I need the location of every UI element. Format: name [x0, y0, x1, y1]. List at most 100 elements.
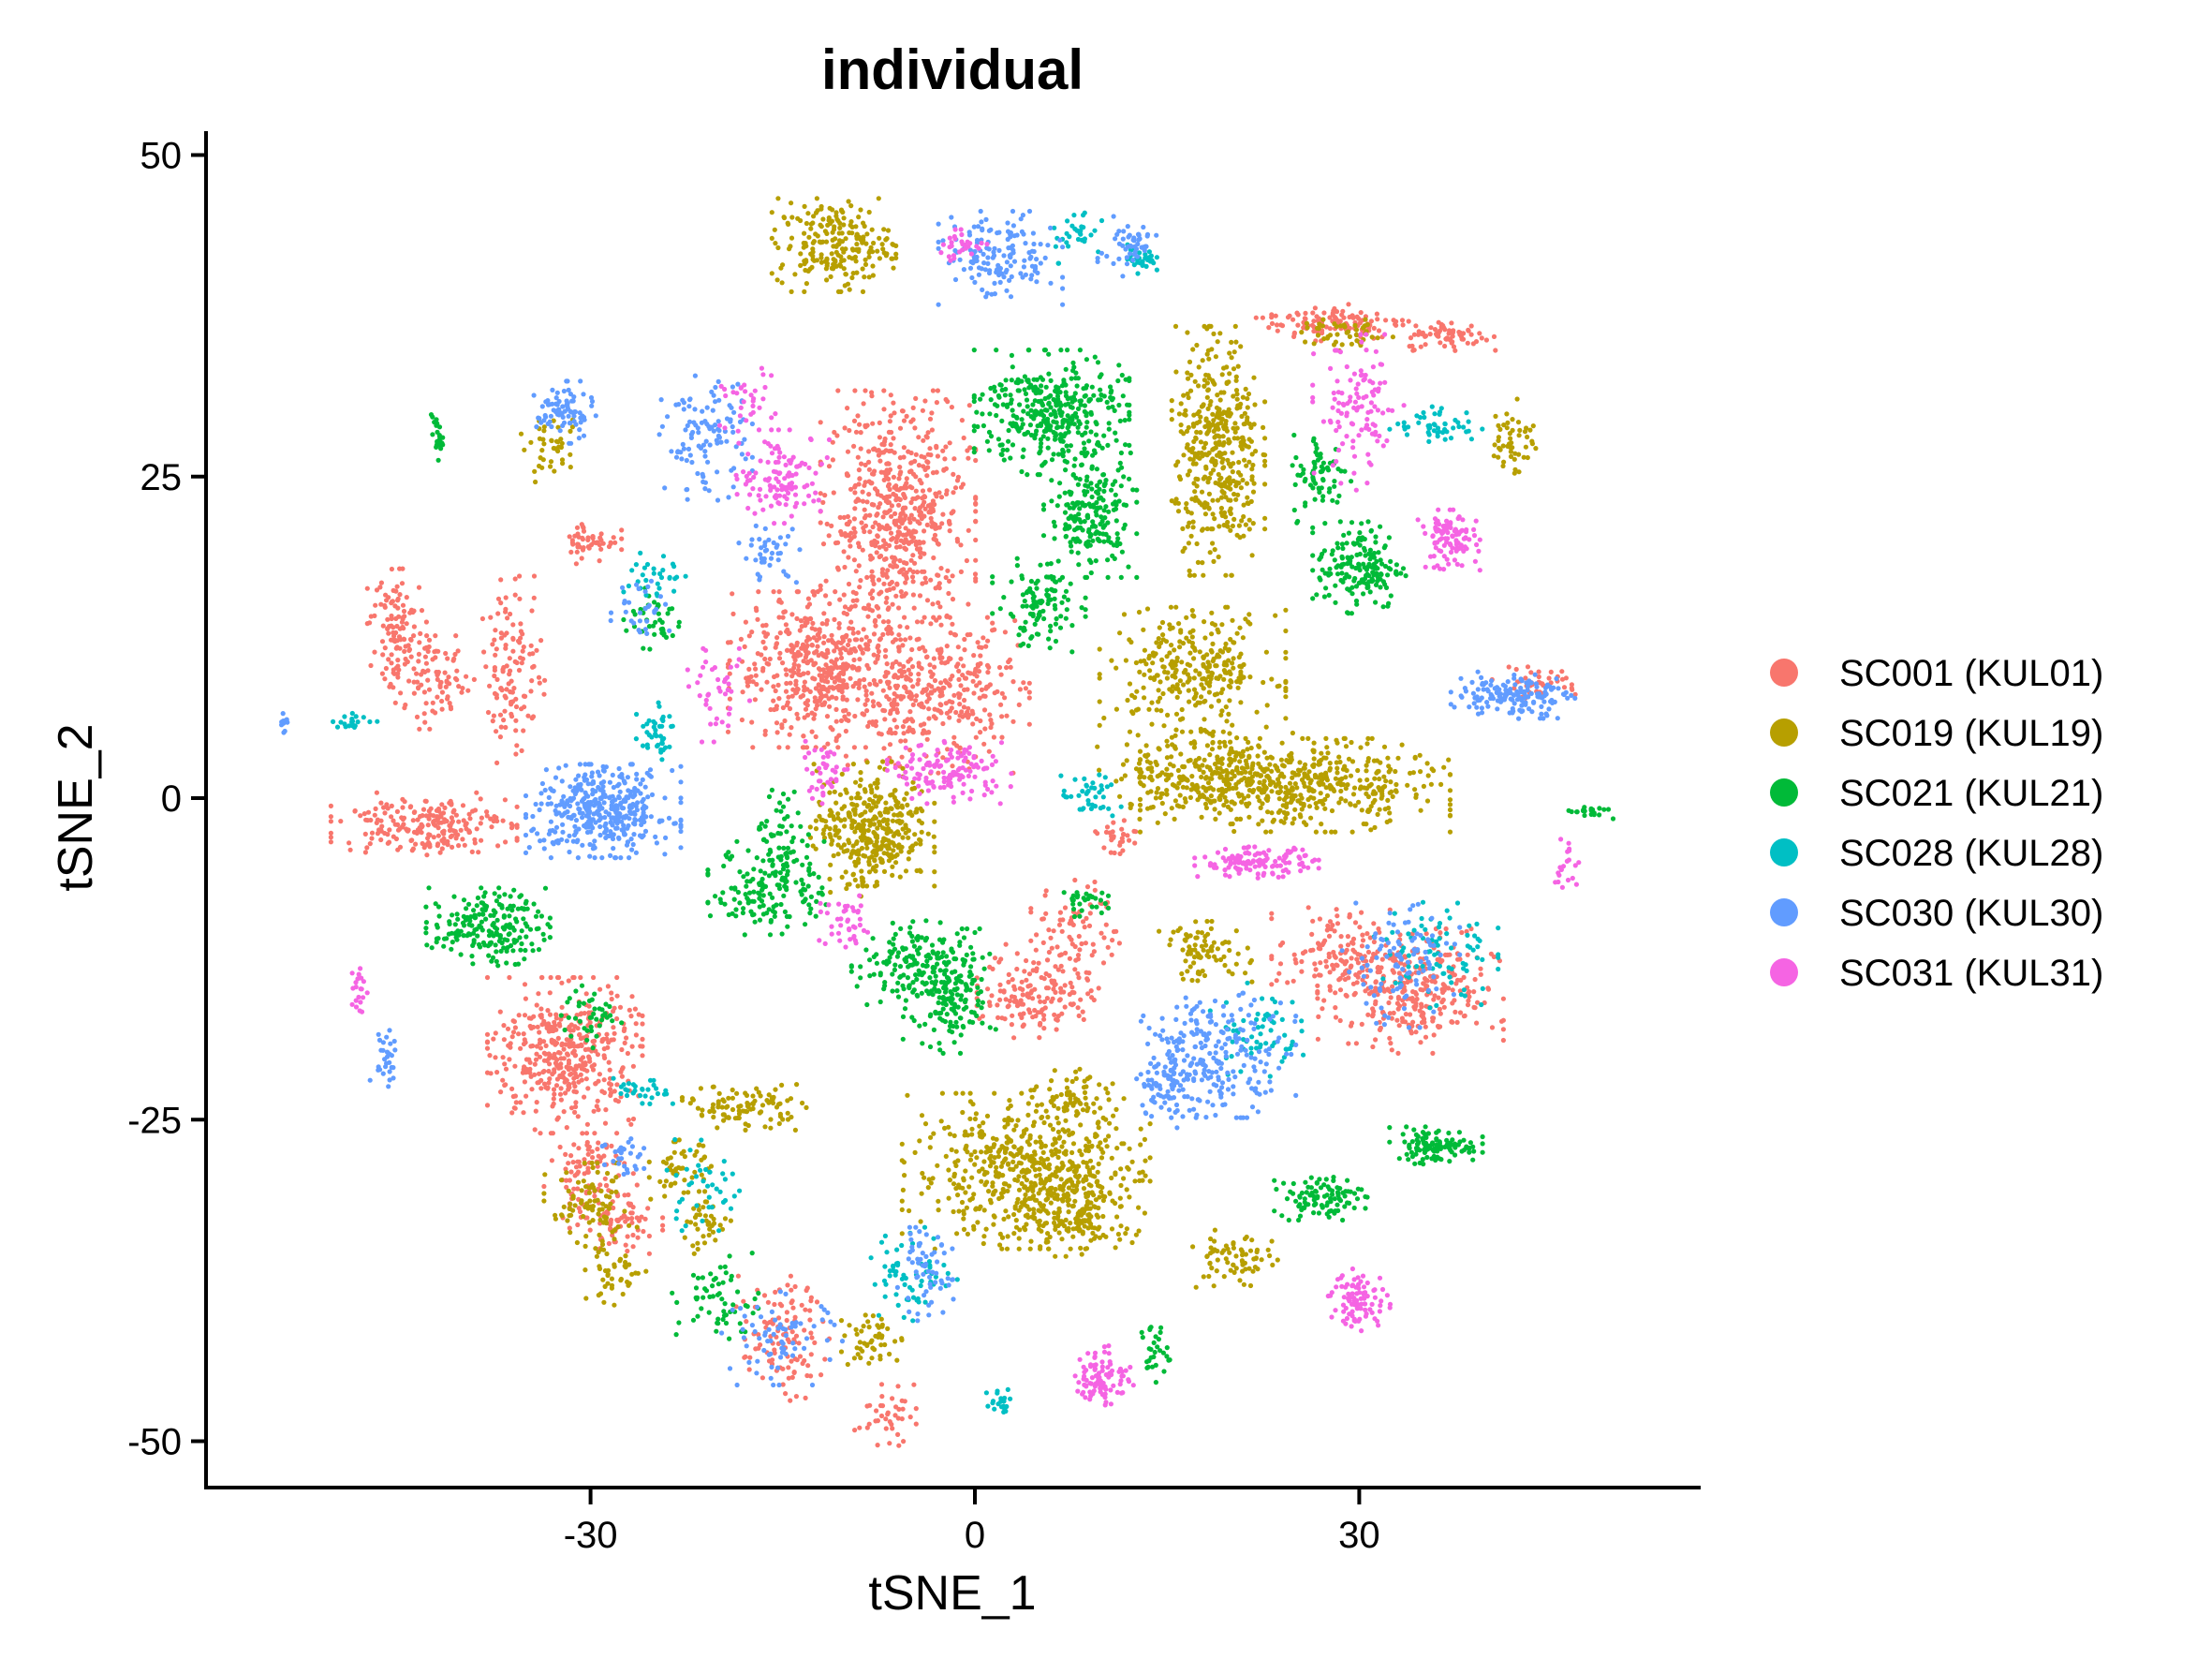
- data-point: [534, 1044, 540, 1049]
- data-point: [770, 1357, 775, 1363]
- data-point: [747, 1355, 753, 1360]
- data-point: [840, 645, 847, 651]
- data-point: [532, 1061, 538, 1067]
- data-point: [389, 566, 394, 572]
- data-point: [1044, 996, 1050, 1001]
- data-point: [601, 1089, 608, 1096]
- data-point: [897, 496, 903, 503]
- data-point: [363, 817, 369, 822]
- data-point: [857, 783, 863, 789]
- data-point: [1101, 935, 1107, 941]
- data-point: [1178, 429, 1184, 435]
- data-point: [833, 695, 839, 702]
- data-point: [752, 661, 758, 667]
- data-point: [1346, 975, 1351, 981]
- data-point: [864, 708, 870, 714]
- data-point: [584, 1121, 591, 1127]
- data-point: [612, 1089, 617, 1094]
- data-point: [585, 1169, 591, 1175]
- data-point: [1076, 975, 1082, 981]
- data-point: [841, 592, 847, 598]
- data-point: [484, 1040, 491, 1045]
- data-point: [483, 664, 489, 670]
- data-point: [831, 852, 836, 859]
- data-point: [824, 521, 830, 527]
- data-point: [774, 635, 780, 641]
- data-point: [479, 815, 484, 821]
- data-point: [860, 289, 866, 294]
- data-point: [853, 429, 860, 435]
- data-point: [854, 803, 860, 808]
- data-point: [956, 694, 962, 701]
- data-point: [838, 655, 845, 661]
- data-point: [756, 1345, 761, 1351]
- data-point: [511, 1018, 518, 1025]
- data-point: [1241, 674, 1246, 680]
- data-point: [552, 1091, 557, 1097]
- data-point: [842, 425, 848, 431]
- data-point: [901, 684, 907, 689]
- data-point: [389, 615, 394, 622]
- data-point: [801, 745, 807, 750]
- data-point: [1025, 993, 1030, 999]
- data-point: [856, 665, 862, 672]
- data-point: [783, 689, 789, 694]
- data-point: [602, 1176, 608, 1181]
- data-point: [956, 668, 962, 674]
- data-point: [796, 1341, 802, 1346]
- data-point: [1559, 669, 1565, 674]
- data-point: [858, 777, 863, 783]
- data-point: [527, 1066, 533, 1072]
- data-point: [566, 1067, 571, 1073]
- data-point: [1315, 983, 1320, 988]
- data-point: [1327, 919, 1334, 925]
- data-point: [1181, 452, 1187, 458]
- data-point: [1019, 1001, 1025, 1007]
- data-point: [869, 390, 875, 395]
- data-point: [917, 539, 922, 545]
- data-point: [609, 990, 614, 996]
- data-point: [1206, 505, 1212, 511]
- data-point: [466, 811, 472, 817]
- data-point: [849, 663, 856, 670]
- data-point: [1111, 820, 1116, 825]
- data-point: [948, 676, 953, 682]
- data-point: [1216, 675, 1221, 682]
- data-point: [1245, 405, 1250, 410]
- data-point: [1206, 475, 1213, 481]
- data-point: [970, 711, 976, 717]
- data-point: [1465, 952, 1470, 957]
- data-point: [746, 1367, 752, 1372]
- data-point: [1234, 679, 1240, 685]
- data-point: [513, 704, 520, 710]
- data-point: [877, 544, 882, 550]
- data-point: [1245, 395, 1250, 402]
- data-point: [822, 493, 828, 498]
- data-point: [1249, 474, 1255, 480]
- data-point: [818, 252, 824, 258]
- data-point: [894, 804, 900, 810]
- data-point: [845, 763, 850, 768]
- data-point: [620, 1065, 626, 1071]
- data-point: [1430, 1050, 1436, 1056]
- data-point: [769, 210, 774, 215]
- data-point: [913, 529, 919, 535]
- data-point: [557, 1050, 563, 1056]
- data-point: [1220, 466, 1226, 471]
- data-point: [776, 1315, 782, 1321]
- data-point: [493, 1030, 498, 1036]
- data-point: [1506, 664, 1512, 670]
- data-point: [759, 1375, 766, 1381]
- data-point: [1316, 316, 1322, 321]
- data-point: [379, 639, 386, 644]
- data-point: [799, 1302, 804, 1308]
- data-point: [825, 222, 831, 228]
- data-point: [947, 615, 952, 620]
- data-point: [1244, 481, 1250, 486]
- data-point: [576, 1146, 582, 1151]
- data-point: [412, 809, 418, 815]
- data-point: [1227, 669, 1232, 674]
- data-point: [950, 700, 955, 705]
- data-point: [859, 637, 864, 643]
- data-point: [1221, 511, 1227, 517]
